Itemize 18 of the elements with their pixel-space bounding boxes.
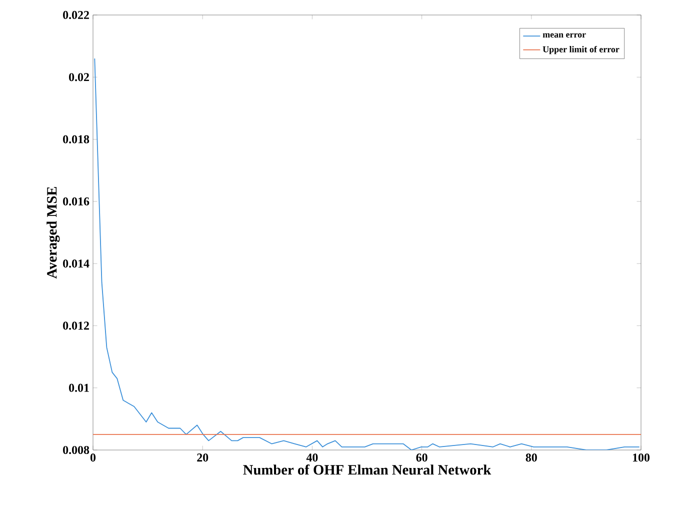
y-axis-title: Averaged MSE (46, 186, 60, 279)
legend-label: mean error (542, 33, 586, 38)
y-tick-label: 0.016 (63, 197, 90, 206)
y-tick-label: 0.012 (63, 322, 89, 330)
x-tick-label: 80 (526, 454, 537, 462)
legend-label: Upper limit of error (542, 46, 620, 54)
x-tick-label: 60 (416, 454, 428, 462)
y-tick-label: 0.008 (63, 446, 90, 454)
y-tick-label: 0.022 (63, 10, 89, 20)
y-tick-label: 0.014 (63, 260, 90, 268)
y-tick-label: 0.018 (63, 135, 90, 144)
x-axis-title: Number of OHF Elman Neural Network (243, 464, 492, 475)
x-tick-label: 100 (632, 454, 650, 462)
x-tick-label: 0 (90, 454, 96, 462)
y-tick-label: 0.02 (69, 73, 89, 82)
y-tick-label: 0.01 (69, 384, 89, 392)
x-tick-label: 20 (197, 454, 208, 462)
x-tick-label: 40 (306, 454, 318, 462)
